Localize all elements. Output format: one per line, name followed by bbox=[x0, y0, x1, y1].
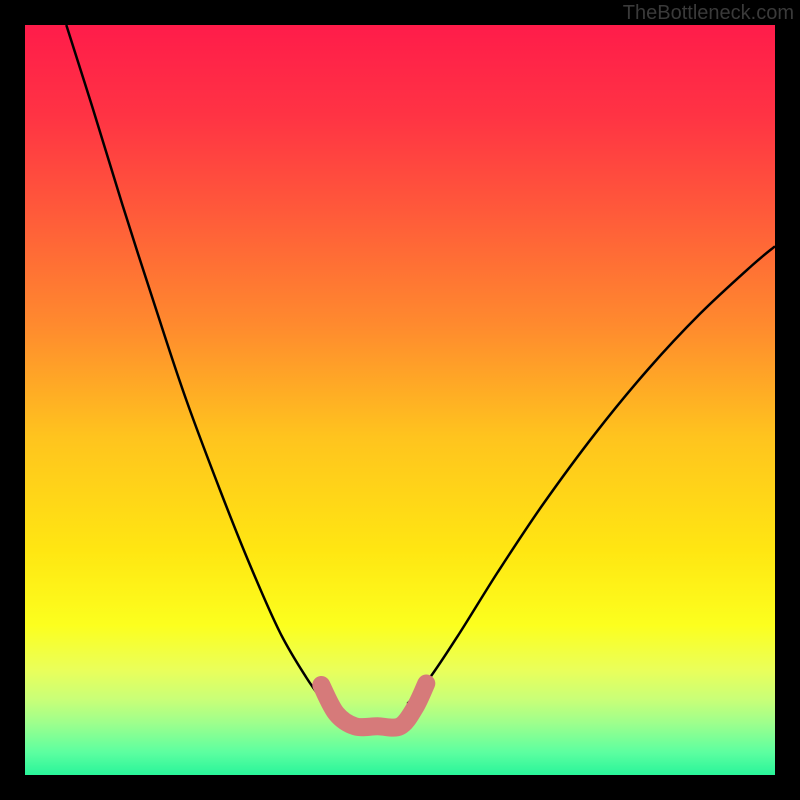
chart-svg bbox=[25, 25, 775, 775]
watermark-text: TheBottleneck.com bbox=[623, 2, 794, 25]
gradient-background bbox=[25, 25, 775, 775]
chart-plot-area bbox=[25, 25, 775, 775]
